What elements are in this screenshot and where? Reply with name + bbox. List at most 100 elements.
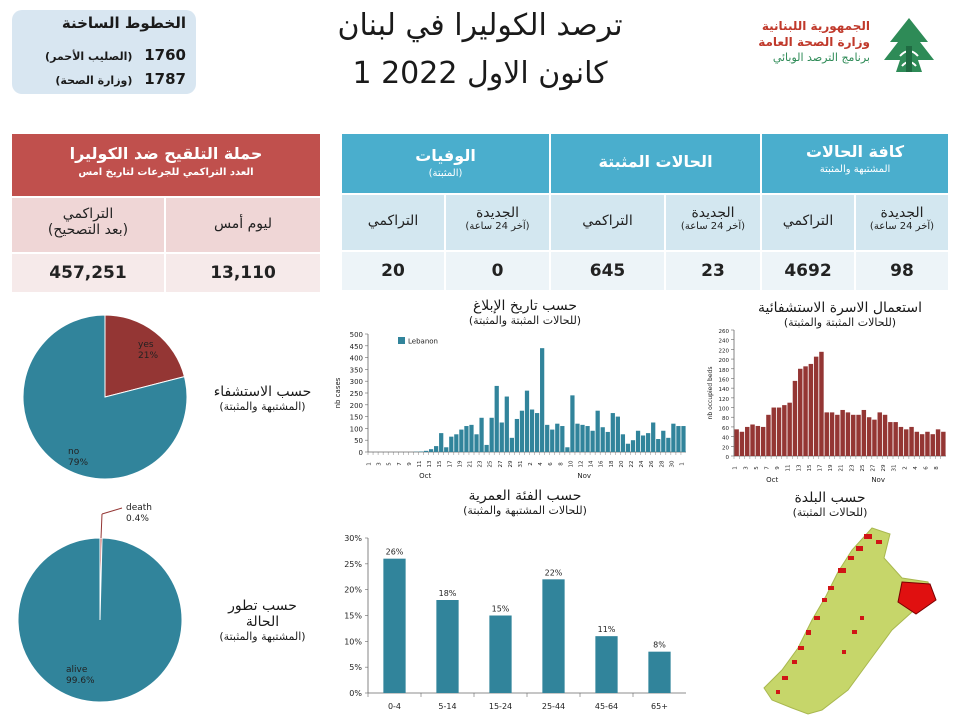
y-tick-label: 300 bbox=[350, 378, 363, 386]
bar bbox=[484, 444, 489, 452]
vaccine-header: حملة التلقيح ضد الكوليرا العدد التراكمي … bbox=[12, 134, 320, 196]
col-new: الجديدة (آخر 24 ساعة) bbox=[856, 195, 948, 250]
bar bbox=[866, 417, 872, 456]
bar bbox=[615, 416, 620, 452]
y-tick-label: 60 bbox=[722, 426, 729, 432]
y-tick-label: 10% bbox=[344, 637, 362, 646]
x-tick-label: 6 bbox=[548, 462, 554, 466]
label-subtitle: (المشتبهة والمثبتة) bbox=[219, 400, 306, 413]
bar bbox=[479, 417, 484, 452]
bar bbox=[474, 434, 479, 452]
x-tick-label: 15-24 bbox=[489, 702, 512, 711]
y-tick-label: 100 bbox=[350, 425, 363, 433]
bar bbox=[776, 407, 782, 456]
y-tick-label: 120 bbox=[719, 397, 730, 403]
bar bbox=[787, 402, 792, 456]
cedar-logo-icon bbox=[884, 18, 934, 72]
x-tick-label: 28 bbox=[659, 460, 665, 467]
bar bbox=[755, 425, 761, 456]
bar bbox=[504, 396, 509, 452]
y-tick-label: 180 bbox=[719, 368, 730, 374]
town-label: حسب البلدة (للحالات المثبتة) bbox=[750, 490, 910, 519]
y-tick-label: 200 bbox=[350, 402, 363, 410]
beds-bar-chart: 0 20 40 60 80 100 120 140 160 180 200 220 240 260 1 3 5 7… bbox=[707, 329, 946, 484]
bar bbox=[459, 429, 464, 452]
bar bbox=[383, 558, 406, 693]
x-tick-label: 29 bbox=[881, 464, 887, 471]
data-label: 26% bbox=[386, 548, 404, 557]
label-subtitle: (المشتبهة والمثبتة) bbox=[219, 630, 306, 643]
x-tick-label: 25 bbox=[488, 460, 494, 467]
x-tick-label: 29 bbox=[508, 460, 514, 467]
y-tick-label: 400 bbox=[350, 355, 363, 363]
bar bbox=[610, 413, 615, 452]
y-tick-label: 25% bbox=[344, 560, 362, 569]
col-yesterday: ليوم أمس bbox=[166, 198, 320, 252]
value-all-cumulative: 4692 bbox=[762, 252, 854, 290]
bar bbox=[454, 434, 459, 452]
bar bbox=[534, 413, 540, 452]
bar bbox=[861, 409, 867, 456]
bar bbox=[434, 446, 439, 452]
data-label: 8% bbox=[653, 641, 666, 650]
value-deaths-new: 0 bbox=[446, 252, 549, 290]
x-tick-label: 21 bbox=[467, 461, 473, 468]
bar bbox=[436, 600, 459, 693]
col-label: التراكمي bbox=[367, 213, 419, 229]
bar bbox=[545, 424, 550, 452]
y-tick-label: 50 bbox=[354, 437, 363, 445]
x-tick-label: 3 bbox=[377, 462, 383, 466]
x-tick-label: 23 bbox=[849, 464, 855, 471]
hotlines-title: الخطوط الساخنة bbox=[61, 14, 186, 32]
bar bbox=[734, 429, 739, 456]
bar bbox=[519, 410, 525, 452]
col-sublabel: (آخر 24 ساعة) bbox=[680, 221, 746, 232]
col-label: الجديدة bbox=[475, 205, 520, 221]
bar bbox=[840, 409, 845, 456]
bar bbox=[760, 426, 766, 456]
label-title: حسب الاستشفاء bbox=[213, 384, 312, 400]
x-tick-label: 7 bbox=[397, 462, 403, 466]
age-group-bar-chart: 0% 5% 10% 15% 20% 25% 30% 26% 0-4 18% 5-14 15% 15-24… bbox=[344, 534, 686, 711]
y-tick-label: 0 bbox=[359, 449, 363, 457]
col-new: الجديدة (آخر 24 ساعة) bbox=[666, 195, 760, 250]
bar bbox=[661, 430, 666, 452]
legend-label: Lebanon bbox=[408, 338, 438, 346]
x-tick-label: 27 bbox=[498, 460, 504, 467]
x-tick-label: 4 bbox=[538, 462, 544, 466]
bar bbox=[595, 636, 618, 693]
data-label: 11% bbox=[598, 625, 616, 634]
col-sublabel: (آخر 24 ساعة) bbox=[465, 221, 530, 232]
label-subtitle: (للحالات المشتبهة والمثبتة) bbox=[463, 504, 587, 517]
x-tick-label: 30 bbox=[669, 460, 675, 467]
x-tick-label: 5-14 bbox=[438, 702, 456, 711]
x-tick-label: 8 bbox=[934, 466, 940, 470]
legend-swatch bbox=[398, 337, 405, 344]
value-deaths-cumulative: 20 bbox=[342, 252, 444, 290]
bar bbox=[904, 429, 909, 456]
x-tick-label: 15 bbox=[807, 464, 813, 471]
bar bbox=[514, 418, 520, 452]
x-tick-label: 5 bbox=[754, 466, 760, 470]
hotline-redcross: 1760 (الصليب الأحمر) bbox=[45, 46, 186, 64]
col-label: الجديدة bbox=[880, 205, 924, 221]
value-yesterday: 13,110 bbox=[166, 254, 320, 292]
value-confirmed-new: 23 bbox=[666, 252, 760, 290]
hotline-number: 1787 bbox=[144, 70, 186, 88]
x-tick-label: 25-44 bbox=[542, 702, 565, 711]
beds-label: استعمال الاسرة الاستشفائية (للحالات المث… bbox=[730, 300, 950, 329]
page-date: 1 كانون الاول 2022 bbox=[352, 56, 608, 91]
pie-slice-value: 21% bbox=[138, 351, 158, 361]
bar bbox=[877, 412, 882, 456]
y-tick-label: 140 bbox=[719, 387, 730, 393]
page-title: ترصد الكوليرا في لبنان bbox=[337, 8, 623, 43]
y-tick-label: 160 bbox=[719, 377, 730, 383]
x-tick-label: 8 bbox=[558, 462, 564, 466]
y-tick-label: 5% bbox=[349, 663, 362, 672]
ministry-line3: برنامج الترصد الوبائي bbox=[772, 51, 870, 64]
pie-slice-no bbox=[22, 314, 188, 480]
bar bbox=[845, 412, 851, 456]
data-label: 22% bbox=[545, 568, 563, 577]
x-tick-label: 11 bbox=[417, 461, 423, 468]
group-confirmed: الحالات المثبتة bbox=[551, 134, 760, 193]
